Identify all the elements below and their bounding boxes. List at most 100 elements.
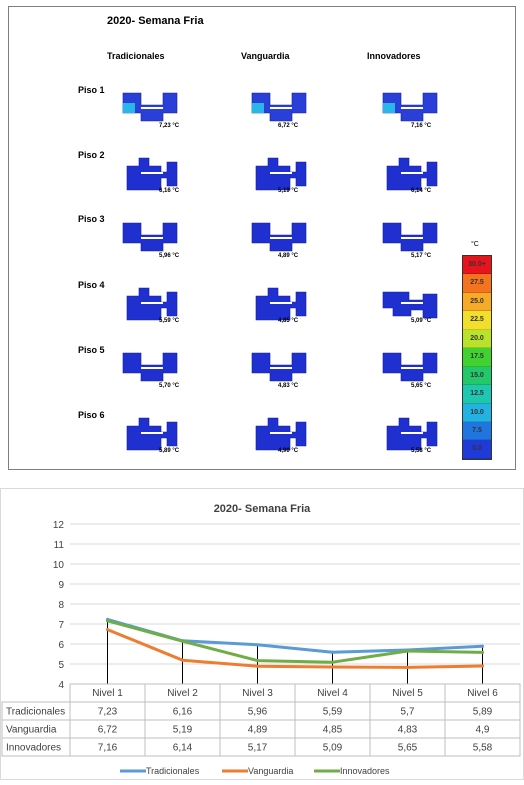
- legend-swatch: 10.0: [463, 403, 491, 422]
- temperature-label: 6,16 °C: [159, 188, 180, 194]
- data-label: 4,89: [248, 725, 268, 736]
- legend-swatch: 7.5: [463, 421, 491, 441]
- thermal-floor-plan: [121, 221, 179, 261]
- data-label: 6,72: [98, 725, 118, 736]
- row-header-piso-4: Piso 4: [78, 280, 105, 290]
- table-row: [1, 737, 521, 757]
- legend-swatch: 5.0: [463, 440, 491, 459]
- thermal-floor-plan: [121, 91, 179, 131]
- temperature-label: 5,70 °C: [159, 383, 180, 389]
- table-row-label: Vanguardia: [6, 725, 57, 736]
- y-tick-label: 8: [58, 600, 64, 611]
- y-tick-label: 6: [58, 640, 64, 651]
- thermal-floor-plan: [250, 91, 308, 131]
- x-category-label: Nivel 3: [242, 688, 273, 699]
- legend-swatch: 25.0: [463, 292, 491, 312]
- data-label: 5,09: [323, 743, 343, 754]
- chart-title: 2020- Semana Fria: [214, 503, 311, 515]
- y-tick-label: 9: [58, 580, 64, 591]
- row-header-piso-5: Piso 5: [78, 345, 105, 355]
- row-header-piso-2: Piso 2: [78, 150, 105, 160]
- legend-swatch: 22.5: [463, 311, 491, 330]
- column-header-vanguardia: Vanguardia: [241, 51, 290, 61]
- chart-border: [0, 488, 524, 780]
- data-point: [106, 619, 109, 623]
- data-point: [481, 664, 484, 668]
- data-label: 5,17: [248, 743, 268, 754]
- table-row-label: Innovadores: [6, 743, 61, 754]
- data-point: [256, 643, 259, 647]
- y-tick-label: 11: [54, 540, 65, 551]
- data-label: 7,23: [98, 707, 118, 718]
- legend-unit: °C: [471, 241, 479, 248]
- y-tick-label: 10: [53, 560, 65, 571]
- data-point: [331, 660, 334, 664]
- thermal-floor-plan: [250, 221, 308, 261]
- y-tick-label: 12: [53, 520, 65, 531]
- x-category-label: Nivel 6: [467, 688, 498, 699]
- thermal-floor-plan: [250, 416, 308, 456]
- legend-swatch: 20.0: [463, 329, 491, 349]
- chart-svg: 2020- Semana Fria 4 5 6 7 8 9 10 11 12 Nivel 1 Ni…: [0, 488, 524, 780]
- temperature-label: 7,16 °C: [411, 123, 432, 129]
- data-point: [181, 639, 184, 643]
- legend-label: Tradicionales: [146, 766, 200, 776]
- data-label: 5,58: [473, 743, 493, 754]
- thermal-floor-plan: [381, 221, 439, 261]
- y-tick-label: 4: [58, 680, 64, 691]
- data-point: [331, 665, 334, 669]
- temperature-label: 5,17 °C: [411, 253, 432, 259]
- legend-label: Innovadores: [340, 766, 390, 776]
- legend-swatch: 30.0+: [463, 256, 491, 275]
- panel-title: 2020- Semana Fria: [107, 15, 204, 27]
- series-line: [106, 619, 484, 664]
- temperature-label: 6,14 °C: [411, 188, 432, 194]
- legend-swatch: 15.0: [463, 366, 491, 386]
- series-line: [106, 628, 484, 669]
- temperature-label: 5,58 °C: [411, 448, 432, 454]
- data-label: 6,14: [173, 743, 193, 754]
- temperature-legend: 30.0+ 27.5 25.0 22.5 20.0 17.5 15.0 12.5 10.0 7.5…: [462, 255, 492, 460]
- x-category-label: Nivel 2: [167, 688, 198, 699]
- data-point: [481, 650, 484, 654]
- y-tick-label: 7: [58, 620, 64, 631]
- temperature-label: 5,89 °C: [159, 448, 180, 454]
- x-category-label: Nivel 1: [92, 688, 123, 699]
- temperature-label: 4,85 °C: [278, 318, 299, 324]
- thermal-floor-plan: [381, 91, 439, 131]
- data-label: 6,16: [173, 707, 193, 718]
- thermal-floor-plan: [381, 286, 439, 326]
- thermal-floor-plan: [121, 416, 179, 456]
- temperature-label: 5,19 °C: [278, 188, 299, 194]
- legend-swatch: 12.5: [463, 385, 491, 404]
- data-label: 4,85: [323, 725, 343, 736]
- data-label: 5,59: [323, 707, 343, 718]
- thermal-floor-plan: [121, 351, 179, 391]
- temperature-label: 4,83 °C: [278, 383, 299, 389]
- legend-label: Vanguardia: [248, 766, 293, 776]
- temperature-label: 5,96 °C: [159, 253, 180, 259]
- thermal-floor-plan: [381, 156, 439, 196]
- column-header-tradicionales: Tradicionales: [107, 51, 165, 61]
- data-label: 5,19: [173, 725, 193, 736]
- row-header-piso-6: Piso 6: [78, 410, 105, 420]
- legend-swatch: 17.5: [463, 348, 491, 367]
- temperature-label: 6,72 °C: [278, 123, 299, 129]
- x-category-label: Nivel 5: [392, 688, 423, 699]
- thermal-floor-plan: [381, 351, 439, 391]
- row-header-piso-1: Piso 1: [78, 85, 105, 95]
- data-label: 5,96: [248, 707, 268, 718]
- thermal-floor-plan: [250, 156, 308, 196]
- table-row-label: Tradicionales: [6, 707, 65, 718]
- thermal-floor-plan: [121, 286, 179, 326]
- data-point: [256, 664, 259, 668]
- x-category-label: Nivel 4: [317, 688, 348, 699]
- temperature-label: 4,90 °C: [278, 448, 299, 454]
- thermal-floor-plan: [250, 351, 308, 391]
- line-chart: 2020- Semana Fria 4 5 6 7 8 9 10 11 12 Nivel 1 Ni…: [0, 488, 524, 780]
- data-point: [406, 649, 409, 653]
- thermal-floor-plan: [250, 286, 308, 326]
- data-point: [331, 650, 334, 654]
- data-label: 5,7: [401, 707, 415, 718]
- thermal-floor-plan: [121, 156, 179, 196]
